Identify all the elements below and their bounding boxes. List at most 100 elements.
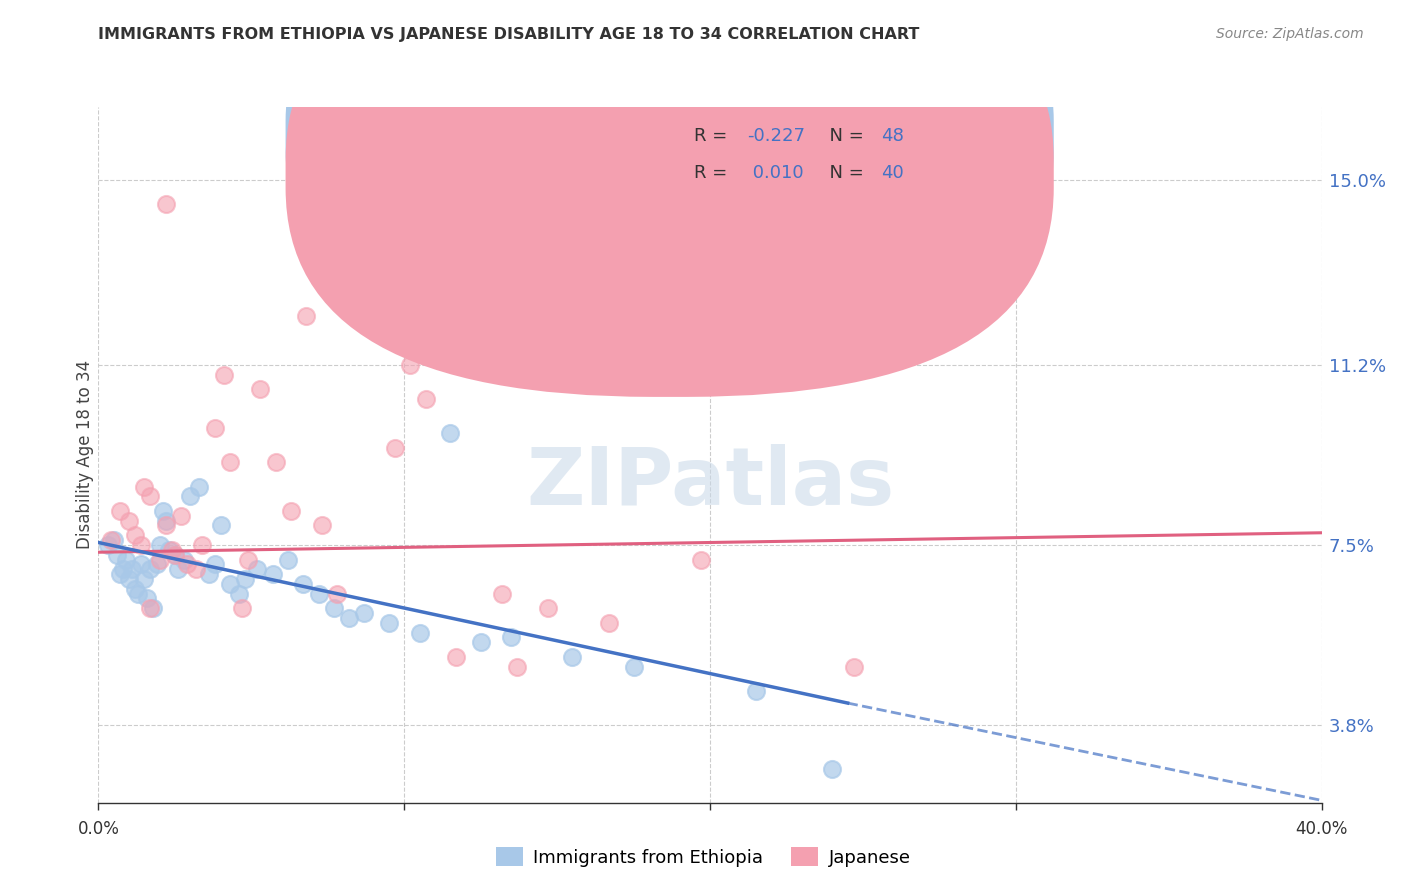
Point [191,538,214,552]
Point [139,601,162,615]
Point [219,577,242,591]
Point [108,504,131,518]
Text: ZIPatlas: ZIPatlas [526,443,894,522]
Point [204,558,226,572]
Point [821,762,844,776]
Point [561,649,583,664]
Point [176,558,198,572]
Point [842,659,865,673]
Point [506,659,529,673]
Point [353,260,375,275]
Point [231,601,253,615]
Point [155,197,177,211]
Point [292,577,315,591]
Text: 40: 40 [882,164,904,182]
Point [537,601,560,615]
Point [246,562,269,576]
Point [322,601,344,615]
Point [249,382,271,396]
Point [209,518,232,533]
Point [384,441,406,455]
Point [142,601,165,615]
Text: 0.0%: 0.0% [77,820,120,838]
Point [444,649,467,664]
Y-axis label: Disability Age 18 to 34: Disability Age 18 to 34 [76,360,94,549]
Point [262,567,284,582]
Point [501,631,523,645]
Point [326,586,349,600]
FancyBboxPatch shape [285,0,1053,397]
Point [353,606,375,620]
Point [188,479,211,493]
Point [163,548,186,562]
Point [308,586,330,600]
Point [155,514,177,528]
Point [295,310,318,324]
Point [689,552,711,566]
Point [145,558,167,572]
Point [108,567,131,582]
Point [149,538,172,552]
Point [152,504,174,518]
Point [186,562,208,576]
Text: 40.0%: 40.0% [1295,820,1348,838]
Point [124,582,146,596]
Point [115,552,138,566]
Point [127,586,149,600]
Point [163,548,186,562]
Point [439,425,461,440]
Point [598,615,620,630]
Point [139,489,162,503]
Point [167,562,190,576]
Point [233,572,256,586]
Point [277,552,299,566]
Point [311,518,333,533]
Point [97,538,120,552]
Point [155,518,177,533]
Text: IMMIGRANTS FROM ETHIOPIA VS JAPANESE DISABILITY AGE 18 TO 34 CORRELATION CHART: IMMIGRANTS FROM ETHIOPIA VS JAPANESE DIS… [98,27,920,42]
Point [204,421,226,435]
Point [415,392,437,406]
Point [157,542,180,557]
FancyBboxPatch shape [643,111,967,194]
Point [378,615,401,630]
Point [134,479,156,493]
Point [121,562,143,576]
Point [491,586,513,600]
FancyBboxPatch shape [285,0,1053,359]
Text: N =: N = [818,127,869,145]
Point [238,552,260,566]
Point [399,358,422,372]
Text: R =: R = [695,127,733,145]
Point [160,542,183,557]
Legend: Immigrants from Ethiopia, Japanese: Immigrants from Ethiopia, Japanese [488,840,918,874]
Point [100,533,122,547]
Point [470,635,492,649]
Point [228,586,250,600]
Point [280,504,302,518]
Point [134,572,156,586]
Point [149,552,172,566]
Point [408,625,430,640]
Point [136,591,159,606]
Point [623,659,645,673]
Point [105,548,128,562]
Text: N =: N = [818,164,869,182]
Point [118,514,141,528]
Point [124,528,146,542]
Point [173,552,195,566]
Point [212,368,235,382]
Point [139,562,162,576]
Point [103,533,125,547]
Point [264,455,287,469]
Point [219,455,242,469]
Point [197,567,219,582]
Point [342,285,364,299]
Point [179,489,201,503]
Text: 0.010: 0.010 [747,164,803,182]
Point [337,611,360,625]
Point [745,684,768,698]
Point [111,562,134,576]
Text: R =: R = [695,164,733,182]
Text: Source: ZipAtlas.com: Source: ZipAtlas.com [1216,27,1364,41]
